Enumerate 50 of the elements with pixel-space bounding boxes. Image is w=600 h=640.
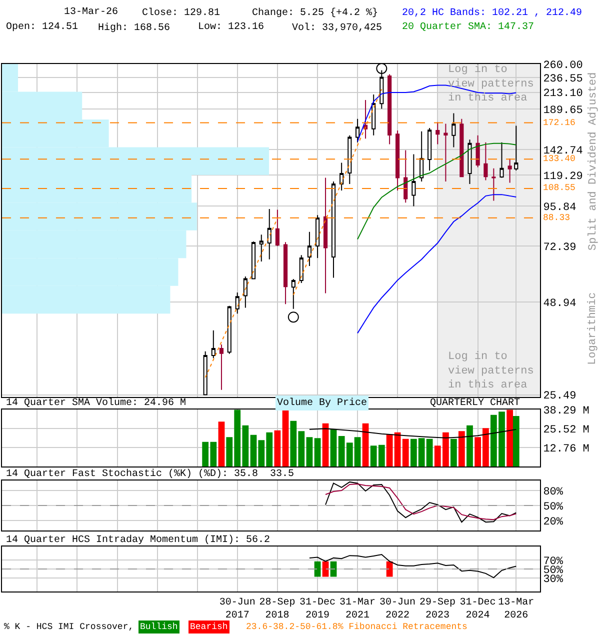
ref-line-label: 88.33 xyxy=(543,213,570,223)
y-tick-label: 236.55 xyxy=(543,73,583,86)
text: Vol: 33,970,425 xyxy=(292,22,382,34)
chart-title: 14 Quarter HCS Intraday Momentum (IMI): 56.2 xyxy=(6,534,270,546)
text: Open: 124.51 xyxy=(6,22,78,33)
ref-line-label: 108.55 xyxy=(543,183,576,193)
text: % K - HCS IMI Crossover, xyxy=(4,622,134,632)
text: 23.6-38.2-50-61.8% Fibonacci Retracements xyxy=(246,622,468,632)
text: Close: 129.81 xyxy=(142,7,220,19)
x-tick-label: 31-Dec 2024 xyxy=(460,598,496,622)
y-tick-label: 95.84 xyxy=(543,202,577,214)
text: Bullish xyxy=(140,622,178,632)
text: Split and Dividend Adjusted xyxy=(588,72,600,250)
text: 13-Mar-26 xyxy=(64,7,118,18)
y-tick-label: 25.52 M xyxy=(543,424,590,436)
annotation: Log in to view patterns in this area xyxy=(448,64,534,105)
y-tick-label: 50% xyxy=(543,501,564,514)
y-tick-label: 213.10 xyxy=(543,88,583,100)
x-tick-label: 30-Jun 2022 xyxy=(380,598,416,622)
y-tick-label: 30% xyxy=(543,574,564,586)
text: Volume By Price xyxy=(277,397,368,409)
text: Low: 123.16 xyxy=(198,22,264,33)
chart-title: 14 Quarter Fast Stochastic (%K) (%D): 35.8 33.5 xyxy=(6,468,294,480)
chart-title: 14 Quarter SMA Volume: 24.96 M xyxy=(6,397,186,409)
ref-line-label: 172.16 xyxy=(543,118,576,128)
x-tick-label: 28-Sep 2018 xyxy=(259,598,296,622)
text: 20 Quarter SMA: 147.37 xyxy=(402,22,534,33)
y-tick-label: 189.65 xyxy=(543,104,583,117)
y-tick-label: 80% xyxy=(543,486,564,498)
y-tick-label: 20% xyxy=(543,516,564,528)
x-tick-label: 13-Mar 2026 xyxy=(498,598,534,622)
x-tick-label: 30-Jun 2017 xyxy=(219,598,256,622)
text: High: 168.56 xyxy=(98,22,170,34)
y-tick-label: 119.29 xyxy=(543,170,583,183)
x-tick-label: 31-Dec 2019 xyxy=(300,598,336,622)
y-tick-label: 25.49 xyxy=(543,390,576,403)
x-tick-label: 29-Sep 2023 xyxy=(420,598,456,622)
text: Change: 5.25 {+4.2 %} xyxy=(252,7,378,19)
y-tick-label: 72.39 xyxy=(543,242,576,254)
y-tick-label: 260.00 xyxy=(543,60,583,72)
text: QUARTERLY CHART xyxy=(430,398,520,409)
x-tick-label: 31-Mar 2021 xyxy=(340,598,376,622)
annotation: Log in to view patterns in this area xyxy=(448,351,534,392)
text: Bearish xyxy=(190,622,228,632)
y-tick-label: 48.94 xyxy=(543,298,577,310)
y-tick-label: 38.29 M xyxy=(543,405,590,418)
text: Logarithmic xyxy=(587,292,600,365)
text: 20,2 HC Bands: 102.21 , 212.49 xyxy=(402,7,582,19)
y-tick-label: 12.76 M xyxy=(543,443,590,456)
ref-line-label: 133.40 xyxy=(543,154,576,164)
